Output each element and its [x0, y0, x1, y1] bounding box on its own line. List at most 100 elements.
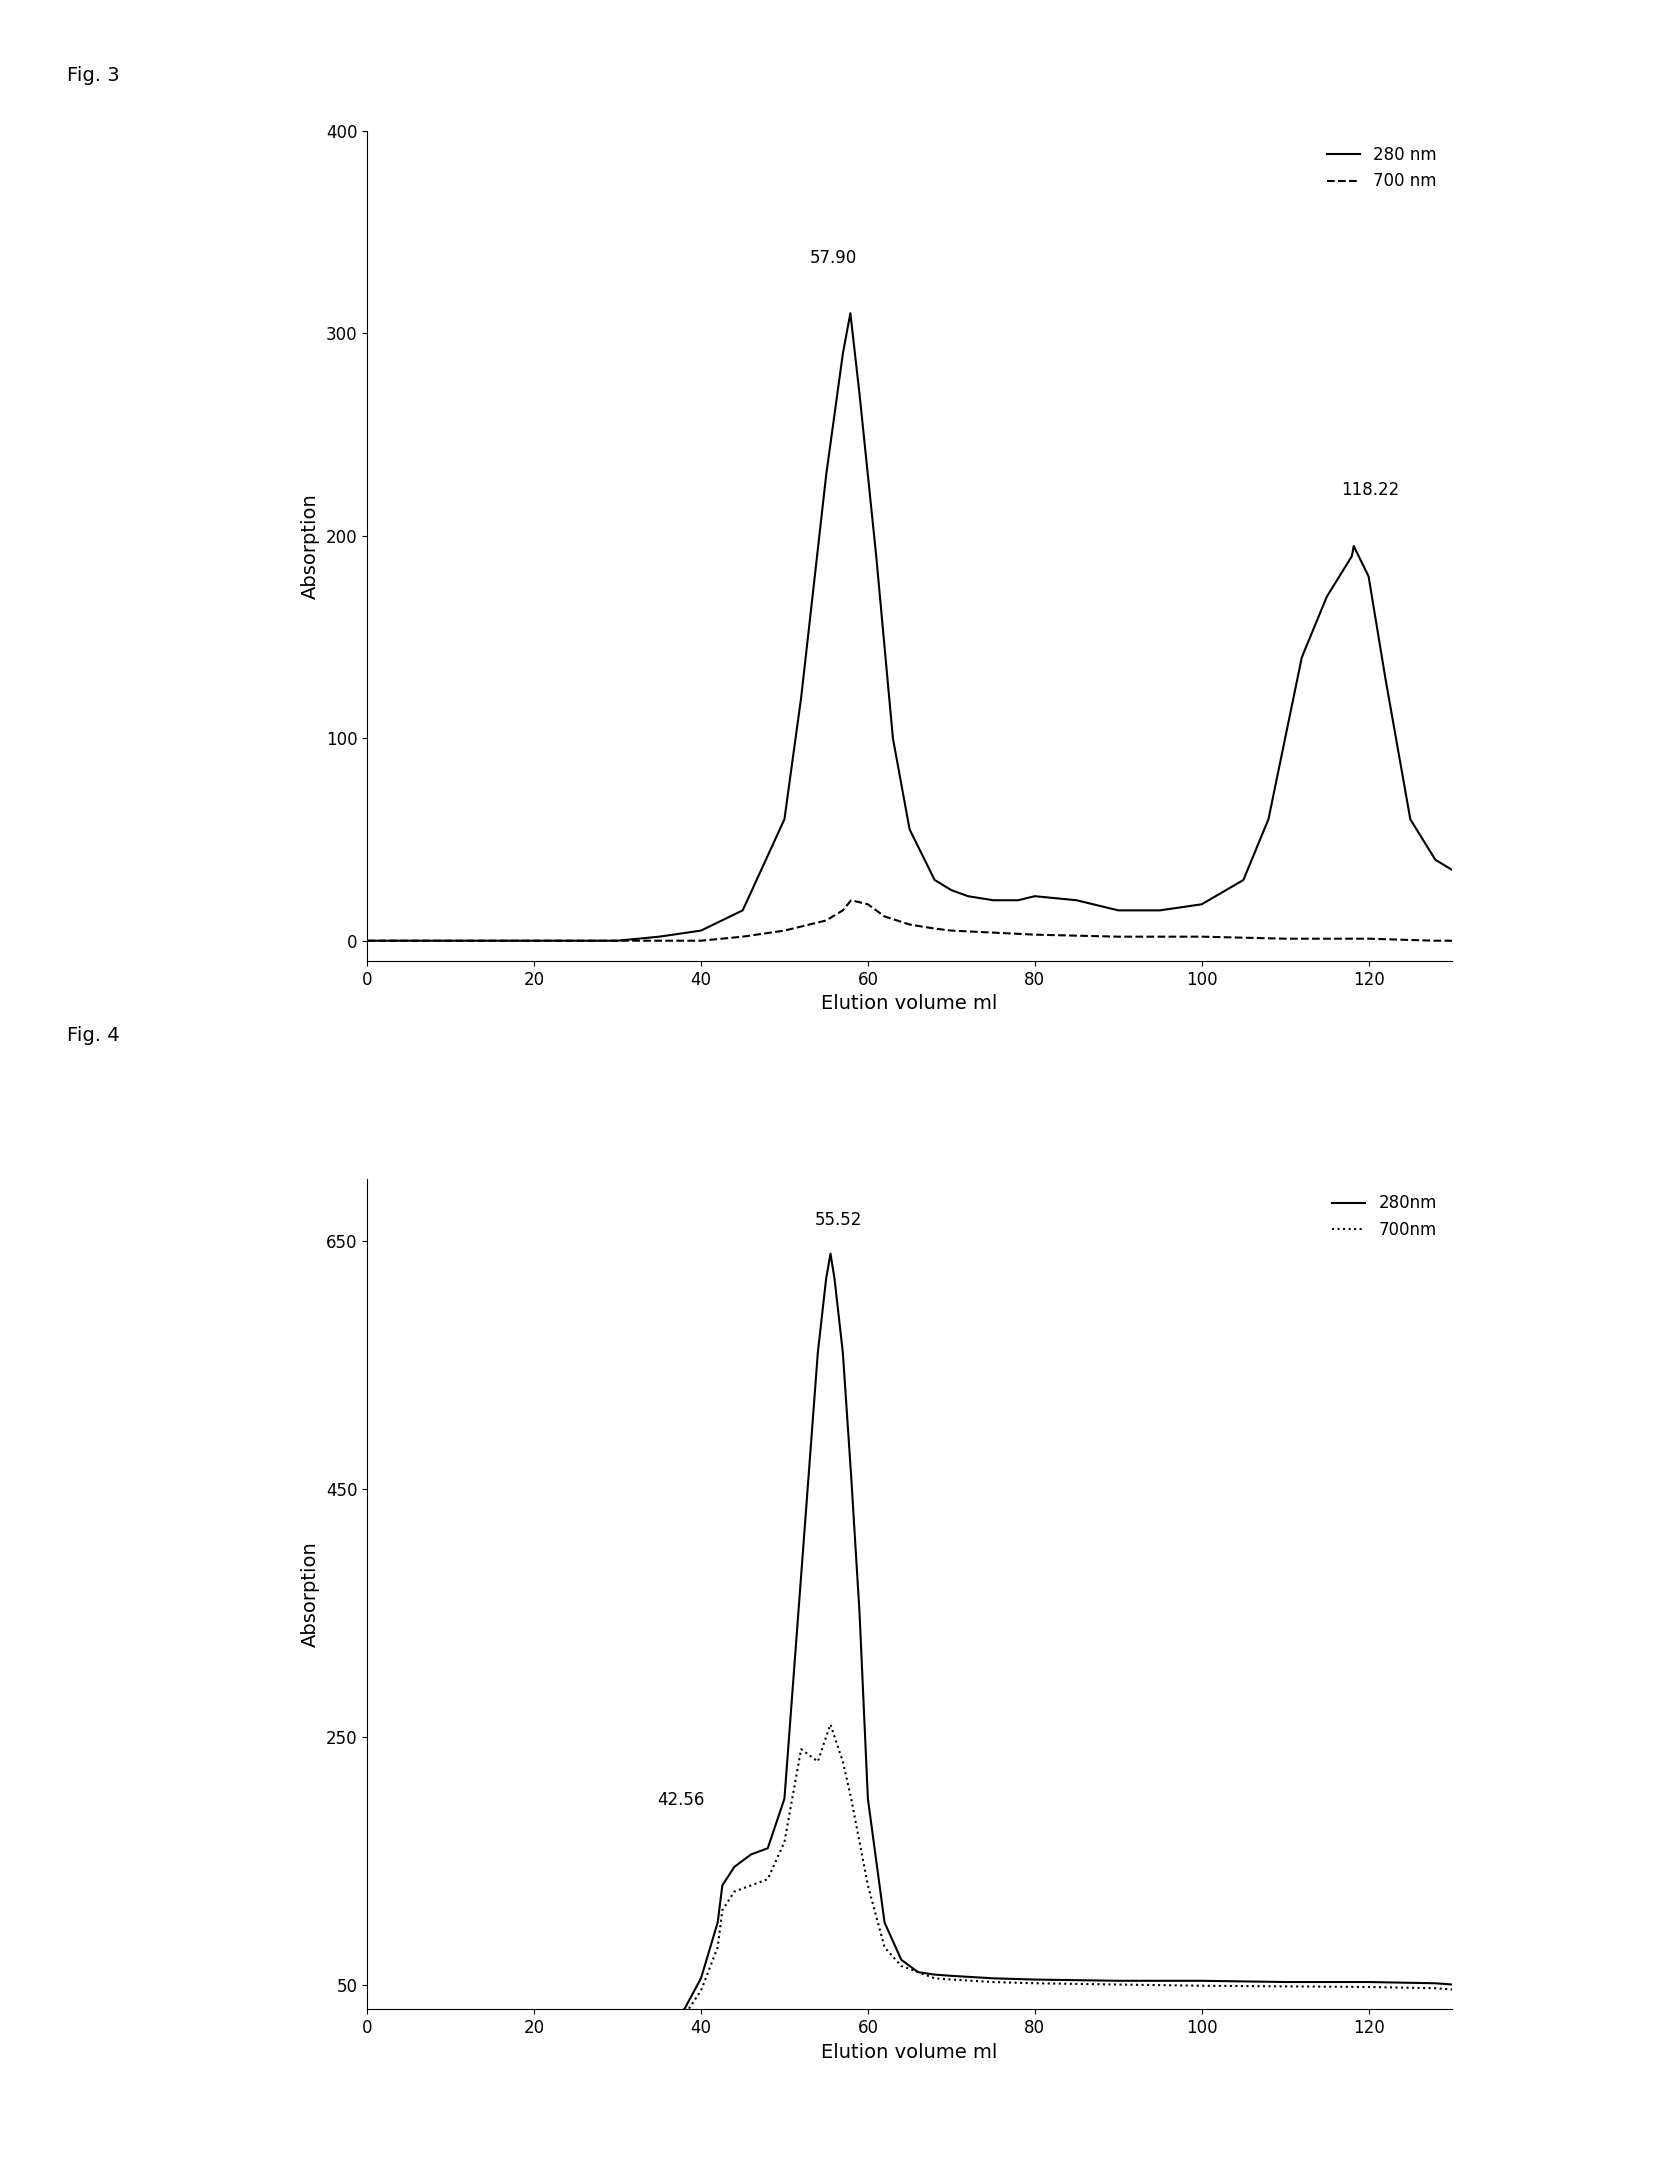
280nm	[724, 1854, 744, 1880]
700 nm	[1275, 926, 1295, 952]
280 nm	[840, 299, 861, 325]
700 nm	[841, 887, 861, 913]
280nm	[833, 1339, 853, 1365]
700nm	[1025, 1970, 1045, 1996]
280nm	[941, 1963, 961, 1990]
280 nm	[1342, 544, 1362, 570]
280 nm	[1150, 898, 1170, 924]
280nm	[891, 1946, 911, 1972]
700nm	[524, 2009, 544, 2035]
700nm	[708, 1935, 728, 1961]
280 nm	[1442, 856, 1462, 882]
Text: 118.22: 118.22	[1342, 480, 1400, 500]
Text: Fig. 4: Fig. 4	[67, 1026, 120, 1046]
700nm	[908, 1959, 928, 1985]
280 nm	[833, 341, 853, 367]
280nm	[808, 1339, 828, 1365]
700 nm	[858, 891, 878, 917]
280nm	[1025, 1966, 1045, 1992]
280nm	[850, 1601, 870, 1627]
700nm	[824, 1723, 845, 1749]
280nm	[524, 2009, 544, 2035]
700 nm	[833, 898, 853, 924]
700nm	[357, 2009, 377, 2035]
280nm	[1442, 1972, 1462, 1998]
280nm	[708, 1909, 728, 1935]
280 nm	[1066, 887, 1087, 913]
700 nm	[1442, 928, 1462, 954]
280 nm	[1108, 898, 1128, 924]
700nm	[1425, 1974, 1445, 2001]
280 nm	[1008, 887, 1028, 913]
280 nm	[925, 867, 945, 893]
700nm	[1359, 1974, 1379, 2001]
700 nm	[733, 924, 753, 950]
280nm	[858, 1787, 878, 1813]
700 nm	[925, 915, 945, 941]
280 nm	[958, 882, 978, 909]
700nm	[741, 1872, 761, 1898]
280 nm	[983, 887, 1003, 913]
700nm	[925, 1966, 945, 1992]
280 nm	[900, 817, 920, 843]
280nm	[774, 1787, 794, 1813]
280nm	[357, 2009, 377, 2035]
280 nm	[608, 928, 628, 954]
280nm	[824, 1265, 845, 1291]
280nm	[821, 1241, 841, 1267]
700 nm	[875, 904, 895, 930]
280 nm	[649, 924, 669, 950]
280nm	[1425, 1970, 1445, 1996]
280nm	[1108, 1968, 1128, 1994]
280nm	[1275, 1970, 1295, 1996]
700nm	[983, 1970, 1003, 1996]
700 nm	[649, 928, 669, 954]
280nm	[674, 1996, 694, 2022]
700nm	[649, 2007, 669, 2033]
280nm	[925, 1961, 945, 1987]
280nm	[908, 1959, 928, 1985]
280nm	[691, 1966, 711, 1992]
Legend: 280nm, 700nm: 280nm, 700nm	[1325, 1188, 1444, 1245]
280nm	[875, 1909, 895, 1935]
280 nm	[1292, 644, 1312, 670]
700 nm	[774, 917, 794, 943]
700nm	[713, 1898, 733, 1924]
Text: Fig. 3: Fig. 3	[67, 66, 120, 85]
Line: 700 nm: 700 nm	[367, 900, 1452, 941]
700nm	[841, 1787, 861, 1813]
700 nm	[816, 906, 836, 933]
700 nm	[983, 919, 1003, 946]
280nm	[758, 1835, 778, 1861]
700nm	[1192, 1972, 1212, 1998]
280 nm	[1275, 725, 1295, 751]
Line: 700nm: 700nm	[367, 1725, 1452, 2022]
280nm	[983, 1966, 1003, 1992]
Legend: 280 nm, 700 nm: 280 nm, 700 nm	[1320, 140, 1444, 197]
280 nm	[1400, 806, 1420, 832]
280 nm	[816, 463, 836, 489]
280 nm	[1425, 847, 1445, 874]
280 nm	[357, 928, 377, 954]
700nm	[791, 1736, 811, 1762]
280nm	[791, 1562, 811, 1588]
280 nm	[883, 725, 903, 751]
280nm	[841, 1463, 861, 1489]
280 nm	[691, 917, 711, 943]
280 nm	[941, 878, 961, 904]
700nm	[1442, 1977, 1462, 2003]
280 nm	[774, 806, 794, 832]
Text: 55.52: 55.52	[814, 1212, 863, 1230]
Y-axis label: Absorption: Absorption	[302, 494, 320, 598]
280 nm	[733, 898, 753, 924]
700 nm	[1192, 924, 1212, 950]
280 nm	[1233, 867, 1253, 893]
700nm	[858, 1872, 878, 1898]
700nm	[891, 1952, 911, 1979]
280 nm	[1258, 806, 1278, 832]
700nm	[808, 1749, 828, 1776]
280nm	[816, 1265, 836, 1291]
Text: 57.90: 57.90	[809, 249, 858, 266]
280 nm	[866, 544, 886, 570]
700 nm	[1108, 924, 1128, 950]
